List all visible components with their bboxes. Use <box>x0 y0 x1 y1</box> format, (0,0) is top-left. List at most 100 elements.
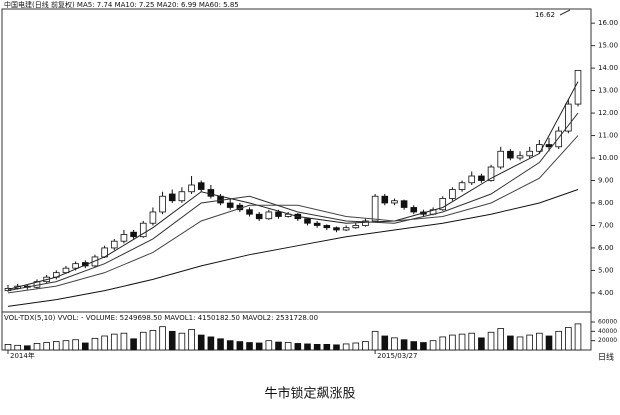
candle-body <box>168 193 176 202</box>
caption: 牛市锁定飙涨股 <box>264 386 355 402</box>
candle-body <box>149 211 157 224</box>
candle-body <box>139 222 147 238</box>
volume-bar <box>236 341 244 351</box>
candle-body <box>246 209 253 215</box>
y-tick-label: 16.00 <box>598 19 618 27</box>
volume-bar <box>294 343 302 351</box>
volume-bar <box>526 334 533 351</box>
volume-bar <box>43 342 50 351</box>
volume-bar <box>574 323 582 351</box>
period-label: 日线 <box>598 352 614 362</box>
volume-bar <box>255 342 263 351</box>
candle-body <box>458 182 466 190</box>
volume-bar <box>14 344 21 351</box>
volume-bar <box>420 342 427 351</box>
candle-body <box>449 189 456 199</box>
candle-body <box>526 150 533 157</box>
volume-bar <box>497 328 505 351</box>
volume-bar <box>342 343 350 351</box>
candle-body <box>391 200 398 204</box>
y-tick-label: 8.00 <box>598 199 614 207</box>
volume-bar <box>159 326 166 351</box>
volume-bar <box>178 332 186 351</box>
volume-bar <box>429 340 437 351</box>
candle-body <box>555 130 562 148</box>
volume-bar <box>139 331 147 351</box>
y-tick-label: 15.00 <box>598 42 618 50</box>
volume-bar <box>536 332 543 351</box>
y-tick-label: 6.00 <box>598 244 614 252</box>
chart-title: 中国电建(日线 前复权) MA5: 7.74 MA10: 7.25 MA20: … <box>4 0 239 9</box>
volume-bar <box>284 342 292 351</box>
candle-body <box>565 103 572 132</box>
candle-body <box>255 213 263 220</box>
candle-body <box>178 191 186 202</box>
candle-body <box>468 175 476 184</box>
volume-bar <box>110 333 118 351</box>
volume-bar <box>391 337 398 351</box>
volume-bar <box>168 330 176 351</box>
volume-bar <box>410 341 418 351</box>
vol-tick-label: 60000 <box>598 319 617 326</box>
volume-bar <box>333 344 340 351</box>
volume-bar <box>217 338 224 351</box>
volume-bar <box>207 336 215 351</box>
x-tick-label: 2014年 <box>10 351 35 360</box>
volume-bar <box>33 343 41 351</box>
volume-bar <box>24 345 31 351</box>
candle-body <box>478 175 485 181</box>
candle-body <box>333 227 340 231</box>
volume-bar <box>449 334 456 351</box>
volume-bar <box>323 343 331 351</box>
volume-bar <box>120 332 128 351</box>
candle-body <box>130 231 137 238</box>
ma-line <box>7 81 579 291</box>
y-tick-label: 12.00 <box>598 109 618 117</box>
candle-body <box>371 195 379 222</box>
x-tick-label: 2015/03/27 <box>377 352 417 360</box>
volume-bar <box>304 343 311 351</box>
volume-bar <box>352 342 360 351</box>
candle-body <box>197 182 205 190</box>
volume-bar <box>149 329 157 351</box>
y-tick-label: 14.00 <box>598 64 618 72</box>
candle-body <box>352 225 360 229</box>
volume-bar <box>226 340 234 351</box>
volume-bar <box>101 335 108 351</box>
candle-body <box>497 150 505 168</box>
candle-body <box>574 69 582 105</box>
candle-body <box>439 198 447 211</box>
volume-bar <box>371 330 379 351</box>
candle-body <box>159 195 166 213</box>
candle-body <box>516 155 524 159</box>
volume-bar <box>53 341 60 351</box>
volume-bar <box>275 341 282 351</box>
candle-body <box>410 207 418 213</box>
y-tick-label: 5.00 <box>598 266 614 274</box>
volume-bar <box>4 343 12 351</box>
annotation-arrow <box>559 9 571 16</box>
candle-body <box>323 225 331 229</box>
y-tick-label: 7.00 <box>598 221 614 229</box>
y-tick-label: 10.00 <box>598 154 618 162</box>
volume-bar <box>468 332 476 351</box>
volume-bar <box>381 335 389 351</box>
candle-body <box>400 200 408 208</box>
volume-bar <box>507 335 514 351</box>
volume-bar <box>81 342 89 351</box>
volume-bar <box>439 336 447 351</box>
vol-tick-label: 20000 <box>598 337 617 344</box>
candle-body <box>342 227 350 231</box>
ma-line <box>7 112 579 292</box>
candle-body <box>226 202 234 208</box>
candle-body <box>207 189 215 197</box>
volume-bar <box>478 337 485 351</box>
candle-body <box>545 144 553 148</box>
volume-bar <box>487 331 495 351</box>
y-tick-label: 4.00 <box>598 289 614 297</box>
candle-body <box>507 150 514 159</box>
y-tick-label: 11.00 <box>598 132 618 140</box>
volume-bar <box>400 339 408 351</box>
candle-body <box>265 211 273 220</box>
volume-bar <box>555 330 562 351</box>
